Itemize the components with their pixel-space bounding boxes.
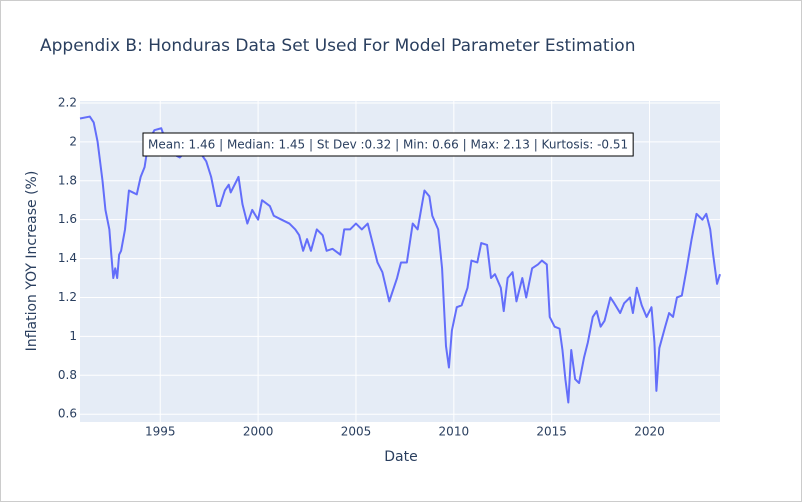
x-tick-label: 2010 (439, 425, 470, 439)
x-tick-label: 2020 (634, 425, 665, 439)
chart-title: Appendix B: Honduras Data Set Used For M… (40, 36, 635, 56)
y-tick-label: 0.8 (58, 368, 77, 382)
x-tick-label: 1995 (145, 425, 176, 439)
annotation-box (142, 132, 634, 157)
x-tick-label: 2005 (341, 425, 372, 439)
y-tick-label: 2.2 (58, 95, 77, 109)
x-axis-title: Date (384, 449, 417, 465)
annotation: Mean: 1.46 | Median: 1.45 | St Dev :0.32… (142, 132, 634, 157)
y-tick-label: 1 (69, 329, 77, 343)
x-tick-label: 2015 (536, 425, 567, 439)
x-tick-label: 2000 (243, 425, 274, 439)
y-tick-label: 0.6 (58, 407, 77, 421)
annotation-text: Mean: 1.46 | Median: 1.45 | St Dev :0.32… (148, 138, 628, 152)
y-axis-title: Inflation YOY Increase (%) (24, 171, 40, 352)
y-tick-label: 1.2 (58, 290, 77, 304)
y-tick-label: 2 (69, 134, 77, 148)
y-tick-label: 1.8 (58, 173, 77, 187)
y-tick-label: 1.6 (58, 212, 77, 226)
y-tick-label: 1.4 (58, 251, 77, 265)
